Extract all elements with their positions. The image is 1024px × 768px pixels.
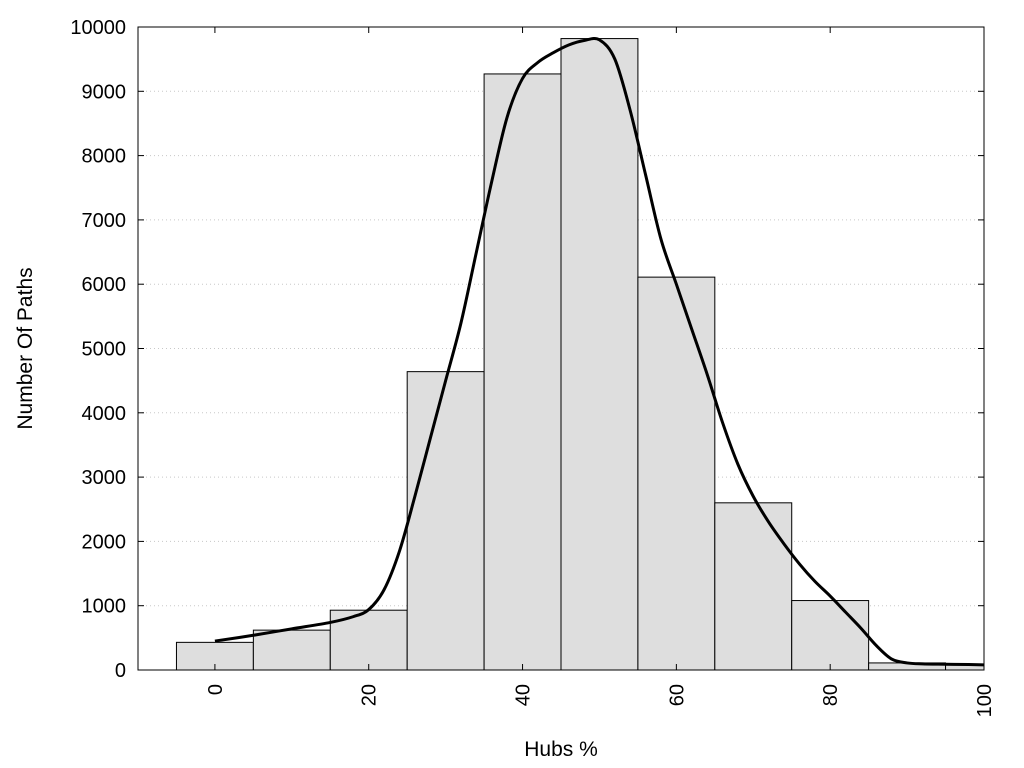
y-tick-label: 5000 [82, 339, 127, 361]
y-tick-label: 4000 [82, 403, 127, 425]
x-tick-label: 40 [513, 684, 535, 706]
histogram-bar [560, 38, 639, 671]
x-axis-ticks: 0 20 40 60 80 100 [205, 27, 996, 717]
density-curve [214, 36, 985, 667]
y-tick-label: 3000 [82, 467, 127, 489]
y-axis-title: Number Of Paths [14, 267, 37, 429]
histogram-bar [252, 629, 331, 671]
y-tick-label: 9000 [82, 81, 127, 103]
y-axis-ticks: 0 1000 2000 3000 4000 5000 6000 7000 8000 9000 100… [70, 17, 984, 682]
histogram-bars [175, 38, 985, 671]
grid-lines [138, 90, 984, 607]
y-tick-label: 0 [115, 660, 126, 682]
y-tick-label: 1000 [82, 596, 127, 618]
x-tick-label: 0 [205, 684, 227, 695]
x-tick-label: 20 [359, 684, 381, 706]
x-tick-label: 80 [820, 684, 842, 706]
histogram-bar [714, 502, 793, 671]
x-axis-title: Hubs % [524, 738, 598, 761]
y-tick-label: 2000 [82, 531, 127, 553]
y-tick-label: 10000 [70, 17, 126, 39]
histogram-bar [483, 73, 562, 671]
density-curve-line [214, 36, 985, 667]
y-tick-label: 7000 [82, 210, 127, 232]
histogram-bar [791, 600, 870, 671]
histogram-bar [637, 276, 716, 671]
histogram-bar [406, 371, 485, 671]
x-tick-label: 100 [974, 684, 996, 717]
y-tick-label: 6000 [82, 274, 127, 296]
y-tick-label: 8000 [82, 146, 127, 168]
x-tick-label: 60 [666, 684, 688, 706]
